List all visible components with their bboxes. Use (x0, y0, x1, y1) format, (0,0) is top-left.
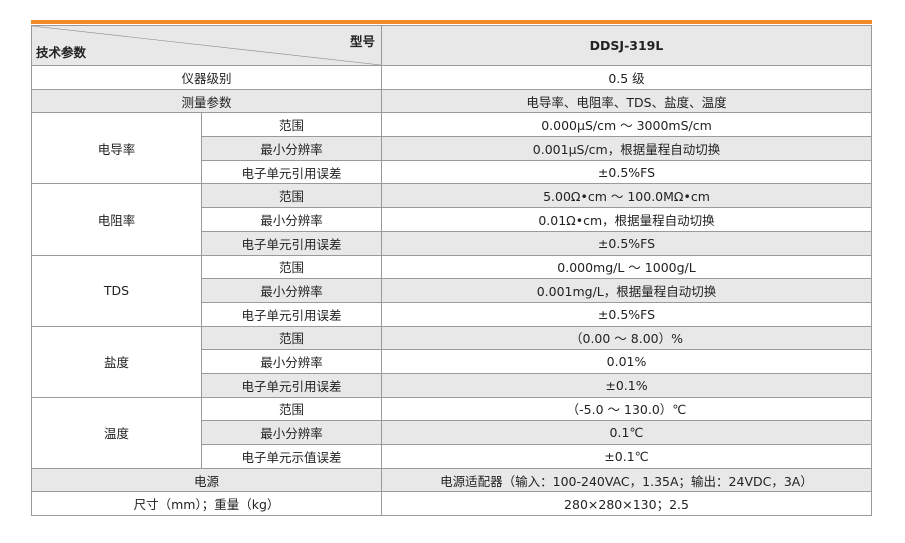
item-label: 最小分辨率 (201, 420, 382, 445)
row-power: 电源 电源适配器（输入：100-240VAC，1.35A；输出：24VDC，3A） (31, 467, 872, 493)
item-label: 最小分辨率 (201, 207, 382, 232)
item-value: 0.000mg/L ～ 1000g/L (381, 254, 872, 280)
item-value: ±0.5%FS (381, 301, 872, 327)
row-label: 测量参数 (31, 88, 382, 114)
group-row: 电子单元引用误差 ±0.5%FS (32, 230, 872, 256)
item-label: 范围 (201, 254, 382, 280)
row-label: 尺寸（mm）；重量（kg） (31, 491, 382, 517)
item-label: 电子单元引用误差 (201, 301, 382, 327)
model-label: 型号 (349, 34, 375, 49)
item-label: 最小分辨率 (201, 278, 382, 303)
spec-table: 型号 技术参数 DDSJ-319L 仪器级别 0.5 级 测量参数 电导率、电阻率、… (31, 25, 872, 517)
group-name: TDS (31, 254, 202, 327)
row-value: 280×280×130；2.5 (381, 491, 872, 517)
item-value: ±0.5%FS (381, 230, 872, 256)
item-label: 范围 (201, 112, 382, 138)
row-value: 0.5 级 (381, 65, 872, 90)
row-level: 仪器级别 0.5 级 (31, 65, 872, 90)
item-label: 电子单元引用误差 (201, 159, 382, 185)
model-name: DDSJ-319L (381, 25, 872, 66)
item-label: 范围 (201, 325, 382, 351)
item-label: 最小分辨率 (201, 136, 382, 161)
item-label: 最小分辨率 (201, 349, 382, 374)
row-value: 电导率、电阻率、TDS、盐度、温度 (381, 88, 872, 114)
item-label: 电子单元引用误差 (201, 230, 382, 256)
group-row: 最小分辨率 0.01Ω•cm，根据量程自动切换 (32, 207, 872, 232)
group-row: TDS 范围 0.000mg/L ～ 1000g/L (31, 254, 872, 327)
item-value: 0.01Ω•cm，根据量程自动切换 (381, 207, 872, 232)
group-name: 电阻率 (31, 183, 202, 256)
param-label: 技术参数 (36, 45, 87, 60)
item-value: 0.001mg/L，根据量程自动切换 (381, 278, 872, 303)
group-row: 温度 范围 （-5.0 ～ 130.0）℃ (31, 396, 872, 469)
diagonal-header-cell: 型号 技术参数 (31, 25, 382, 66)
item-value: 0.000μS/cm ～ 3000mS/cm (381, 112, 872, 138)
row-size: 尺寸（mm）；重量（kg） 280×280×130；2.5 (31, 491, 872, 517)
item-value: ±0.1℃ (381, 444, 872, 469)
group-row: 最小分辨率 0.1℃ (32, 420, 872, 445)
item-value: 0.1℃ (381, 420, 872, 445)
item-value: ±0.1% (381, 372, 872, 398)
group-name: 盐度 (31, 325, 202, 398)
group-row: 电阻率 范围 5.00Ω•cm ～ 100.0MΩ•cm (31, 183, 872, 256)
row-label: 仪器级别 (31, 65, 382, 90)
item-label: 电子单元示值误差 (201, 444, 382, 469)
group-name: 温度 (31, 396, 202, 469)
accent-bar (31, 20, 872, 24)
group-row: 电子单元引用误差 ±0.1% (32, 372, 872, 398)
item-value: （0.00 ～ 8.00）% (381, 325, 872, 351)
group-row: 电导率 范围 0.000μS/cm ～ 3000mS/cm (31, 112, 872, 185)
row-value: 电源适配器（输入：100-240VAC，1.35A；输出：24VDC，3A） (381, 467, 872, 493)
group-row: 电子单元示值误差 ±0.1℃ (32, 444, 872, 469)
group-name: 电导率 (31, 112, 202, 185)
group-row: 最小分辨率 0.001mg/L，根据量程自动切换 (32, 278, 872, 303)
item-label: 范围 (201, 183, 382, 209)
row-params: 测量参数 电导率、电阻率、TDS、盐度、温度 (31, 88, 872, 114)
group-row: 盐度 范围 （0.00 ～ 8.00）% (31, 325, 872, 398)
group-row: 最小分辨率 0.01% (32, 349, 872, 374)
item-value: 0.01% (381, 349, 872, 374)
item-value: ±0.5%FS (381, 159, 872, 185)
group-row: 电子单元引用误差 ±0.5%FS (32, 159, 872, 185)
item-value: 5.00Ω•cm ～ 100.0MΩ•cm (381, 183, 872, 209)
header-row: 型号 技术参数 DDSJ-319L (31, 25, 872, 66)
group-row: 电子单元引用误差 ±0.5%FS (32, 301, 872, 327)
item-label: 范围 (201, 396, 382, 422)
row-label: 电源 (31, 467, 382, 493)
item-value: 0.001μS/cm，根据量程自动切换 (381, 136, 872, 161)
item-label: 电子单元引用误差 (201, 372, 382, 398)
item-value: （-5.0 ～ 130.0）℃ (381, 396, 872, 422)
